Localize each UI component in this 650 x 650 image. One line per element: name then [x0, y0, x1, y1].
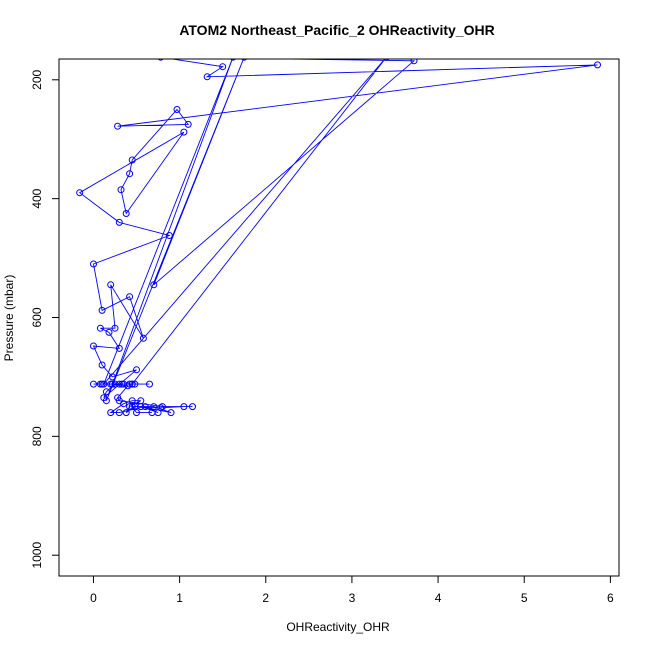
- data-point: [146, 380, 153, 388]
- plot-frame: [58, 58, 620, 577]
- data-point: [126, 170, 134, 178]
- data-point: [122, 409, 130, 417]
- data-point: [96, 380, 104, 388]
- data-point: [157, 404, 165, 412]
- data-point: [108, 373, 116, 381]
- data-point: [133, 366, 140, 374]
- data-point: [126, 293, 134, 301]
- data-point: [126, 403, 134, 411]
- x-tick-label: 3: [349, 591, 356, 605]
- data-point: [114, 122, 122, 130]
- data-point: [173, 106, 181, 113]
- x-tick-label: 5: [521, 591, 528, 605]
- data-point: [128, 156, 136, 164]
- data-point: [594, 61, 601, 69]
- data-point: [131, 403, 139, 411]
- data-point: [126, 380, 134, 388]
- data-point: [410, 59, 418, 65]
- x-axis-label: OHReactivity_OHR: [286, 620, 390, 634]
- data-point: [203, 73, 211, 81]
- x-tick-label: 4: [435, 591, 442, 605]
- y-tick-label: 200: [30, 69, 44, 89]
- data-point: [102, 388, 110, 396]
- data-point: [167, 409, 175, 417]
- series-line: [78, 59, 598, 414]
- data-point: [100, 380, 108, 388]
- data-point: [180, 128, 188, 136]
- data-point: [131, 380, 139, 388]
- data-point: [150, 403, 158, 411]
- y-axis-label: Pressure (mbar): [2, 275, 16, 362]
- data-point: [128, 380, 136, 388]
- x-tick-label: 0: [90, 591, 97, 605]
- data-point: [90, 380, 97, 388]
- data-point: [241, 59, 248, 61]
- data-point: [90, 260, 97, 268]
- data-point: [128, 397, 136, 405]
- data-point: [115, 344, 123, 352]
- data-point: [107, 409, 115, 417]
- data-point: [141, 403, 149, 411]
- x-tick-label: 6: [607, 591, 614, 605]
- data-point: [117, 186, 125, 194]
- data-series: [76, 59, 601, 417]
- data-point: [90, 342, 97, 350]
- data-point: [137, 397, 145, 405]
- y-tick-label: 800: [30, 426, 44, 446]
- data-point: [107, 281, 115, 289]
- y-tick-label: 600: [30, 307, 44, 327]
- y-tick-label: 1000: [30, 542, 44, 569]
- data-point: [115, 218, 123, 226]
- data-point: [105, 328, 113, 336]
- chart-title: ATOM2 Northeast_Pacific_2 OHReactivity_O…: [179, 22, 494, 38]
- y-axis: 200 400 600 800 1000: [30, 69, 60, 569]
- data-point: [115, 380, 123, 388]
- data-point: [157, 59, 164, 61]
- data-point: [115, 409, 123, 417]
- data-point: [180, 403, 188, 411]
- data-point: [383, 59, 390, 61]
- data-point: [96, 324, 104, 332]
- x-tick-label: 2: [262, 591, 269, 605]
- data-point: [114, 394, 122, 402]
- y-tick-label: 400: [30, 188, 44, 208]
- data-point: [150, 281, 158, 289]
- data-point: [139, 334, 147, 342]
- x-tick-label: 1: [176, 591, 183, 605]
- data-point: [111, 380, 119, 388]
- data-point: [219, 63, 227, 71]
- data-point: [76, 189, 84, 197]
- data-point: [122, 210, 130, 217]
- data-point: [98, 306, 106, 314]
- data-point: [102, 397, 110, 405]
- data-point: [229, 59, 237, 61]
- data-point: [184, 120, 192, 128]
- x-axis: 0 1 2 3 4 5 6: [90, 575, 614, 605]
- data-point: [118, 380, 126, 388]
- data-point: [111, 324, 119, 332]
- data-point: [98, 361, 106, 369]
- data-point: [165, 232, 173, 239]
- data-point: [189, 403, 196, 411]
- data-point: [158, 403, 166, 411]
- data-point: [107, 380, 115, 388]
